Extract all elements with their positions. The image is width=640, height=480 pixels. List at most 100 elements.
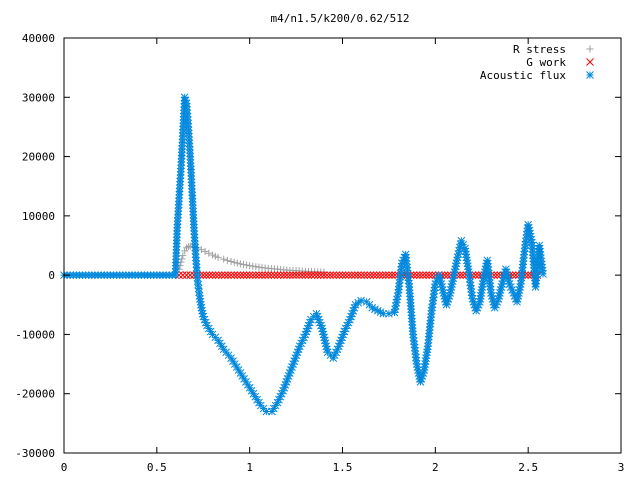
data-point-fill — [270, 271, 279, 279]
x-tick-label: 0.5 — [147, 461, 167, 474]
data-point-fill — [267, 271, 276, 279]
data-point-fill — [233, 271, 242, 279]
data-point-fill — [279, 271, 288, 279]
data-point-fill — [329, 271, 338, 279]
data-point-fill — [354, 271, 362, 279]
data-point-fill — [474, 271, 483, 279]
data-point-fill — [448, 280, 456, 288]
data-point-fill — [443, 271, 452, 279]
data-point-fill — [344, 271, 353, 279]
data-point — [524, 271, 533, 279]
data-point-fill — [178, 271, 187, 279]
data-point-fill — [186, 271, 195, 279]
data-point-fill — [525, 226, 534, 235]
data-point-fill — [230, 271, 239, 279]
data-point — [446, 289, 455, 297]
legend-marker — [586, 45, 594, 53]
legend-marker — [586, 71, 594, 79]
data-point — [227, 258, 235, 266]
y-tick-label: -30000 — [15, 447, 55, 460]
data-point — [329, 354, 338, 362]
data-point — [379, 309, 388, 318]
legend-label: R stress — [513, 43, 566, 56]
data-point-fill — [297, 339, 306, 348]
data-point-fill — [385, 271, 393, 279]
x-tick-label: 2 — [432, 461, 439, 474]
data-point-fill — [313, 271, 322, 279]
data-point-fill — [326, 271, 334, 279]
data-point-fill — [378, 271, 387, 279]
data-point-fill — [295, 271, 304, 279]
data-point-fill — [425, 271, 433, 279]
data-point-fill — [276, 271, 285, 279]
data-point-fill — [178, 255, 186, 263]
legend-label: Acoustic flux — [480, 69, 566, 82]
series-2 — [60, 93, 547, 416]
data-point-fill — [341, 271, 350, 279]
data-point-fill — [217, 271, 226, 279]
y-tick-label: 0 — [48, 269, 55, 282]
legend-marker — [586, 58, 594, 66]
data-point — [208, 271, 217, 279]
data-point-fill — [221, 271, 229, 279]
data-point-fill — [446, 286, 455, 294]
y-tick-label: 10000 — [22, 210, 55, 223]
data-point-fill — [459, 271, 468, 279]
data-point-fill — [332, 271, 341, 279]
data-point-fill — [388, 271, 396, 279]
data-point — [524, 220, 533, 229]
data-point-fill — [316, 271, 325, 279]
data-point — [282, 271, 291, 279]
data-point — [245, 271, 254, 279]
chart-title: m4/n1.5/k200/0.62/512 — [270, 12, 409, 25]
x-tick-label: 2.5 — [518, 461, 538, 474]
data-point-fill — [366, 271, 375, 279]
data-point-fill — [261, 271, 269, 279]
data-point-fill — [243, 261, 251, 269]
data-point — [320, 271, 328, 279]
data-point-fill — [202, 271, 211, 279]
data-point-fill — [360, 271, 369, 279]
axes: 0 0.5 1 1.5 2 2.5 3 -30000 -20000 -10000 0 10000 200… — [15, 32, 624, 474]
data-point-fill — [205, 271, 214, 279]
data-point-fill — [471, 271, 480, 279]
data-point — [227, 271, 235, 279]
x-tick-label: 3 — [618, 461, 625, 474]
data-point-fill — [286, 271, 294, 279]
data-point — [301, 271, 310, 279]
data-point-fill — [292, 271, 300, 279]
data-point — [539, 270, 547, 278]
data-point-fill — [273, 271, 282, 279]
data-point-fill — [307, 271, 316, 279]
data-point-fill — [224, 271, 232, 279]
data-point-fill — [198, 309, 207, 318]
data-point-fill — [381, 271, 390, 279]
data-point-fill — [440, 271, 449, 279]
data-point-fill — [214, 271, 223, 279]
data-point — [197, 246, 205, 254]
data-point-fill — [239, 260, 247, 268]
y-tick-label: -10000 — [15, 328, 55, 341]
data-point-fill — [289, 271, 297, 279]
data-point-fill — [443, 297, 452, 306]
y-tick-label: 20000 — [22, 151, 55, 164]
x-tick-label: 1 — [246, 461, 253, 474]
plot-marks — [60, 93, 547, 416]
data-point-fill — [233, 259, 241, 267]
data-point — [412, 271, 421, 279]
data-point-fill — [428, 271, 437, 279]
data-point-fill — [323, 271, 331, 279]
data-point-fill — [310, 271, 319, 279]
data-point-fill — [223, 256, 231, 264]
data-point-fill — [335, 271, 344, 279]
y-tick-label: -20000 — [15, 388, 55, 401]
data-point-fill — [255, 271, 263, 279]
x-tick-label: 1.5 — [333, 461, 353, 474]
data-point — [357, 271, 365, 279]
data-point — [201, 247, 209, 255]
x-tick-label: 0 — [61, 461, 68, 474]
data-point-fill — [372, 271, 381, 279]
data-point-fill — [526, 232, 535, 241]
